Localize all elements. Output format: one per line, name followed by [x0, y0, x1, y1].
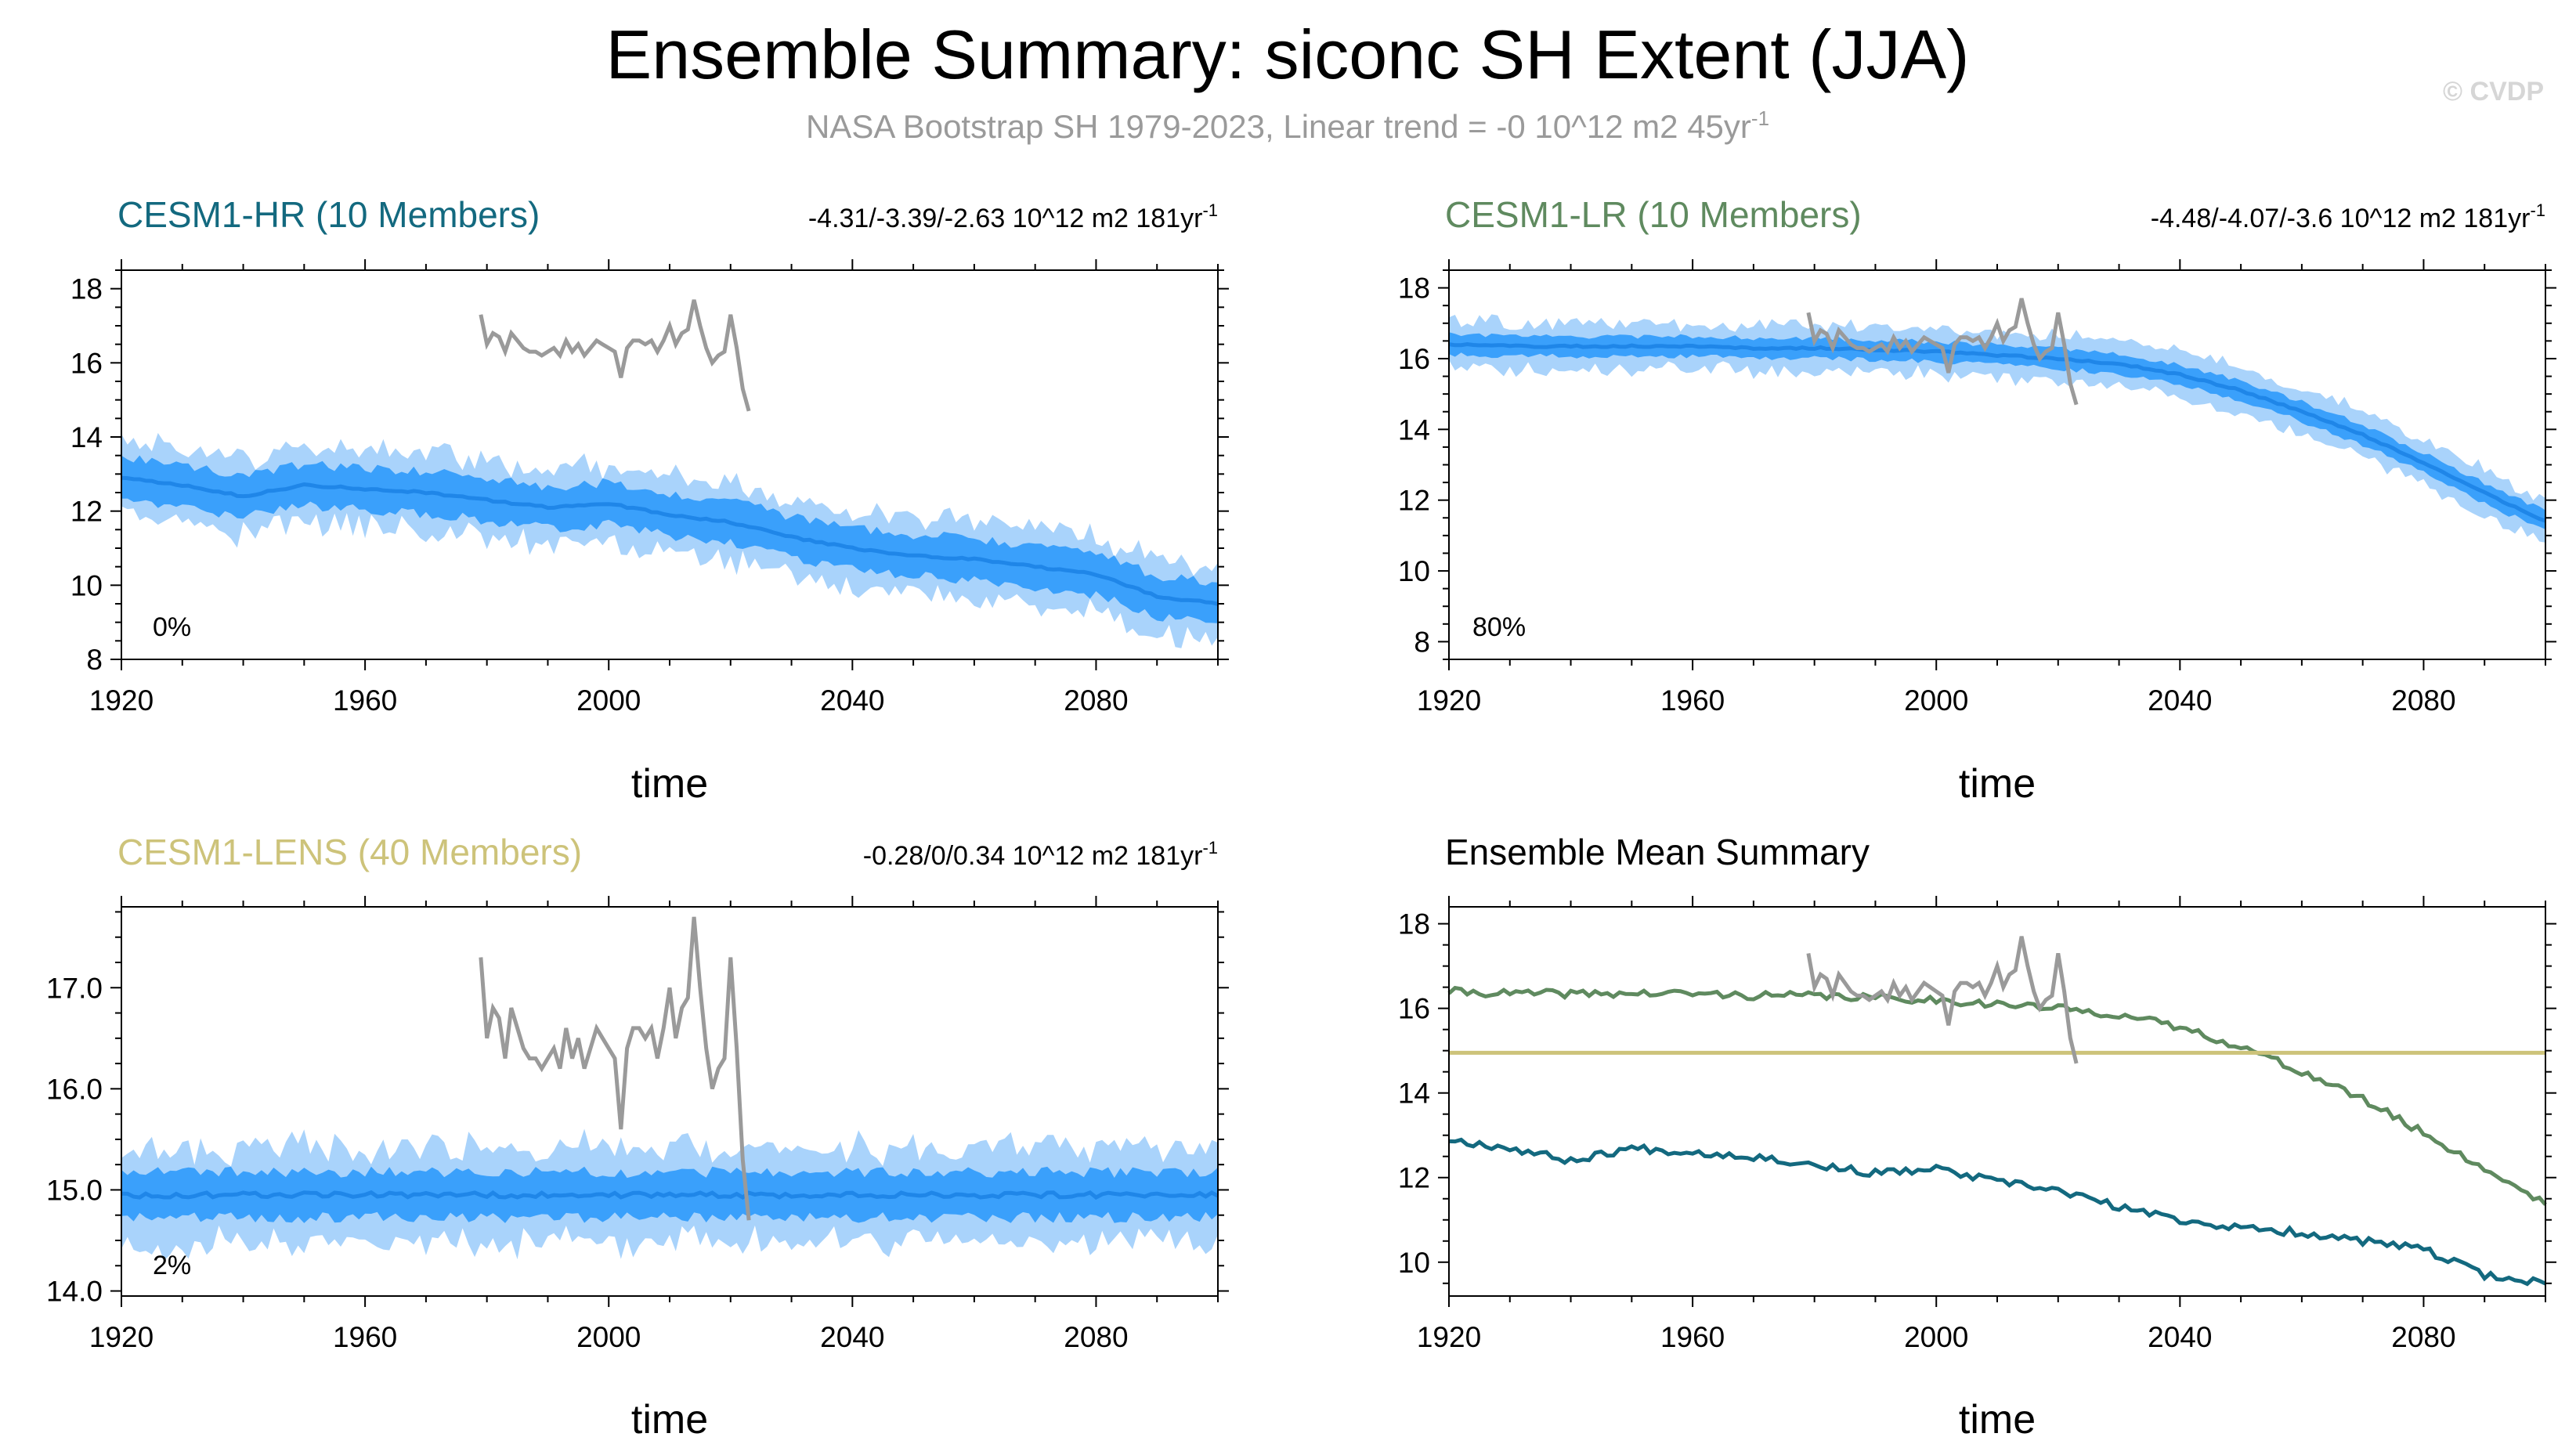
- summary-line-cesm1-hr: [1448, 1137, 2547, 1287]
- observations-line: [1806, 936, 2079, 1064]
- panel-hr: CESM1-HR (10 Members) -4.31/-3.39/-2.63 …: [70, 194, 1229, 807]
- panel-lr-axes: 1920 1960 2000 2040 2080 8 10 12 14 16 18: [1398, 259, 2556, 717]
- ensemble-mean-line: [121, 1190, 1219, 1200]
- y-tick-label-12: 12: [1398, 1162, 1430, 1194]
- x-tick-label-1920: 1920: [1417, 684, 1481, 717]
- x-tick-label-2000: 2000: [1904, 1321, 1968, 1353]
- y-tick-label-12: 12: [1398, 485, 1430, 517]
- panel-hr-title: CESM1-HR (10 Members): [117, 194, 540, 235]
- ensemble-mean-line: [1448, 341, 2546, 523]
- figure-subtitle-sup: -1: [1751, 107, 1769, 130]
- x-tick-label-2080: 2080: [1064, 684, 1128, 717]
- x-tick-label-1960: 1960: [333, 684, 397, 717]
- x-tick-label-1920: 1920: [89, 684, 154, 717]
- y-tick-label-10: 10: [1398, 555, 1430, 587]
- x-tick-label-1920: 1920: [1417, 1321, 1481, 1353]
- x-tick-label-2080: 2080: [2391, 1321, 2455, 1353]
- observations-line: [479, 916, 751, 1221]
- panel-lens: CESM1-LENS (40 Members) -0.28/0/0.34 10^…: [46, 832, 1229, 1442]
- x-tick-label-2000: 2000: [1904, 684, 1968, 717]
- panel-hr-plot: [121, 299, 1219, 648]
- panel-lr: CESM1-LR (10 Members) -4.48/-4.07/-3.6 1…: [1398, 194, 2556, 807]
- panel-lens-trend-text: -0.28/0/0.34 10^12 m2 181yr: [863, 841, 1203, 871]
- panel-lr-percent: 80%: [1472, 612, 1526, 642]
- y-tick-label-16: 16: [70, 347, 103, 379]
- figure-subtitle: NASA Bootstrap SH 1979-2023, Linear tren…: [806, 107, 1769, 145]
- x-tick-label-1960: 1960: [1660, 684, 1725, 717]
- panel-lr-plot: [1448, 298, 2546, 543]
- y-tick-label-18: 18: [70, 273, 103, 305]
- panel-summary-title: Ensemble Mean Summary: [1445, 832, 1870, 872]
- panel-lens-trend: -0.28/0/0.34 10^12 m2 181yr-1: [863, 838, 1218, 871]
- panel-hr-percent: 0%: [153, 612, 191, 642]
- panel-lens-trend-sup: -1: [1202, 838, 1218, 857]
- panel-lr-trend-sup: -1: [2530, 200, 2545, 220]
- panel-hr-trend: -4.31/-3.39/-2.63 10^12 m2 181yr-1: [808, 200, 1218, 233]
- panel-summary-xlabel: time: [1959, 1397, 2036, 1442]
- panel-lr-title: CESM1-LR (10 Members): [1445, 194, 1862, 235]
- panel-lr-trend: -4.48/-4.07/-3.6 10^12 m2 181yr-1: [2151, 200, 2545, 233]
- observations-line: [1806, 298, 2079, 406]
- panel-lr-trend-text: -4.48/-4.07/-3.6 10^12 m2 181yr: [2151, 204, 2531, 233]
- panel-lens-title: CESM1-LENS (40 Members): [117, 832, 582, 872]
- y-tick-label-18: 18: [1398, 273, 1430, 305]
- summary-line-cesm1-lr: [1447, 985, 2547, 1206]
- panel-hr-trend-text: -4.31/-3.39/-2.63 10^12 m2 181yr: [808, 204, 1203, 233]
- x-tick-label-1960: 1960: [1660, 1321, 1725, 1353]
- y-tick-label-17.0: 17.0: [46, 972, 103, 1004]
- y-tick-label-10: 10: [1398, 1247, 1430, 1279]
- panel-hr-axes: 1920 1960 2000 2040 2080 8 10 12 14 16 18: [70, 259, 1229, 717]
- x-tick-label-2040: 2040: [2148, 684, 2212, 717]
- ensemble-mean-line: [121, 475, 1219, 606]
- watermark: © CVDP: [2443, 77, 2544, 107]
- y-tick-label-10: 10: [70, 569, 103, 601]
- y-tick-label-16: 16: [1398, 343, 1430, 375]
- y-tick-label-16: 16: [1398, 993, 1430, 1025]
- figure-subtitle-text: NASA Bootstrap SH 1979-2023, Linear tren…: [806, 108, 1751, 145]
- x-tick-label-1920: 1920: [89, 1321, 154, 1353]
- figure-title: Ensemble Summary: siconc SH Extent (JJA): [606, 16, 1970, 93]
- y-tick-label-15.0: 15.0: [46, 1174, 103, 1206]
- y-tick-label-18: 18: [1398, 908, 1430, 941]
- y-tick-label-8: 8: [86, 644, 103, 676]
- x-tick-label-2040: 2040: [820, 1321, 884, 1353]
- x-tick-label-2000: 2000: [576, 1321, 641, 1353]
- x-tick-label-2040: 2040: [2148, 1321, 2212, 1353]
- panel-lens-percent: 2%: [153, 1251, 191, 1280]
- y-tick-label-14.0: 14.0: [46, 1276, 103, 1308]
- x-tick-label-2000: 2000: [576, 684, 641, 717]
- y-tick-label-16.0: 16.0: [46, 1073, 103, 1105]
- observations-line: [479, 299, 751, 412]
- panel-summary-plot: [1447, 936, 2547, 1287]
- panel-summary-axes: 1920 1960 2000 2040 2080 10 12 14 16 18: [1398, 896, 2556, 1353]
- panel-lr-xlabel: time: [1959, 761, 2036, 807]
- y-tick-label-14: 14: [1398, 413, 1430, 446]
- x-tick-label-1960: 1960: [333, 1321, 397, 1353]
- x-tick-label-2080: 2080: [1064, 1321, 1128, 1353]
- y-tick-label-14: 14: [70, 421, 103, 453]
- ensemble-interquartile-band: [1449, 332, 2545, 529]
- panel-lens-plot: [121, 916, 1219, 1261]
- y-tick-label-14: 14: [1398, 1078, 1430, 1110]
- panel-lens-axes: 1920 1960 2000 2040 2080 14.0 15.0 16.0 17.0: [46, 896, 1229, 1353]
- ensemble-interquartile-band: [121, 455, 1218, 623]
- x-tick-label-2040: 2040: [820, 684, 884, 717]
- y-tick-label-12: 12: [70, 496, 103, 528]
- panel-hr-trend-sup: -1: [1202, 200, 1218, 220]
- x-tick-label-2080: 2080: [2391, 684, 2455, 717]
- panel-hr-xlabel: time: [631, 761, 708, 807]
- panel-summary: Ensemble Mean Summary 1920 1960 2000 2040 20…: [1398, 832, 2556, 1442]
- panel-lens-xlabel: time: [631, 1397, 708, 1442]
- y-tick-label-8: 8: [1414, 626, 1430, 658]
